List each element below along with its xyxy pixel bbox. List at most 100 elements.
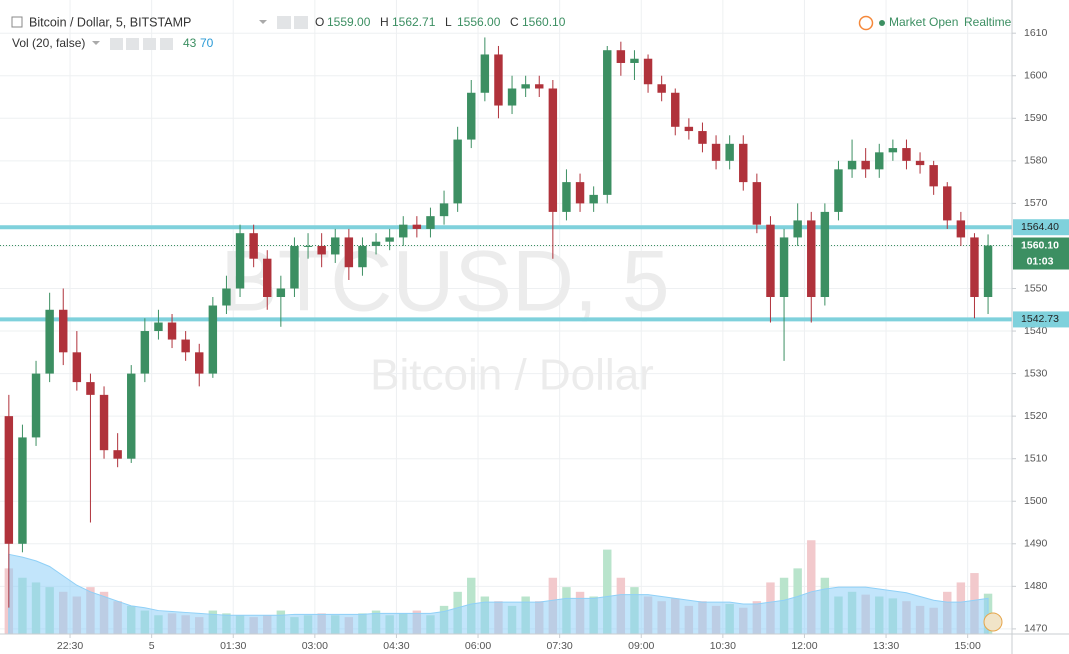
volume-legend-title[interactable]: Vol (20, false) (12, 36, 85, 50)
ohlc-value: 1560.10 (522, 15, 566, 29)
x-tick-label: 5 (149, 640, 155, 652)
candle-body (399, 224, 408, 238)
y-tick-label: 1480 (1024, 580, 1048, 592)
volume-bar (603, 549, 612, 634)
candle-body (412, 224, 422, 229)
candle-body (616, 50, 626, 63)
candle-body (630, 58, 639, 63)
alert-icon[interactable] (858, 15, 874, 31)
y-tick-label: 1520 (1024, 410, 1048, 422)
candle-body (603, 50, 612, 195)
candle-body (711, 143, 721, 161)
level-label: 1542.73 (1021, 313, 1059, 325)
y-tick-label: 1540 (1024, 325, 1048, 337)
x-tick-label: 12:00 (791, 640, 817, 652)
settings-icon[interactable] (277, 16, 291, 29)
candle-body (344, 237, 354, 268)
candle-body (18, 437, 27, 544)
dropdown-icon[interactable] (92, 41, 100, 45)
status-dot (879, 20, 885, 26)
candle-body (249, 233, 258, 259)
ohlc-value: 1556.00 (457, 15, 501, 29)
candle-body (439, 203, 449, 217)
settings-icon[interactable] (110, 38, 123, 50)
y-tick-label: 1570 (1024, 197, 1048, 209)
candle-body (875, 152, 884, 170)
y-tick-label: 1510 (1024, 452, 1048, 464)
candle-body (548, 88, 558, 212)
candle-body (181, 339, 190, 353)
watermark-description: Bitcoin / Dollar (370, 351, 654, 400)
ohlc-value: 1562.71 (392, 15, 436, 29)
candle-body (507, 88, 517, 106)
ohlc-key: H (380, 15, 389, 29)
candle-body (195, 352, 204, 374)
candle-body (317, 245, 326, 255)
candle-body (99, 394, 109, 451)
last-price-label: 1560.10 (1021, 239, 1059, 251)
candle-body (140, 331, 150, 374)
dropdown-icon[interactable] (259, 20, 267, 24)
candle-body (929, 165, 938, 187)
candle-body (154, 322, 163, 332)
collapse-icon[interactable] (11, 16, 23, 28)
candle-body (358, 245, 367, 268)
x-tick-label: 13:30 (873, 640, 899, 652)
ohlc-legend: O 1559.00 H 1562.71 L 1556.00 C 1560.10 (315, 15, 566, 29)
volume-ma-value: 70 (200, 36, 214, 50)
last-price-bg (1013, 237, 1069, 270)
candle-body (276, 288, 286, 298)
candle-body (480, 54, 490, 93)
candle-body (643, 58, 653, 85)
candle-body (847, 160, 857, 170)
candle-body (263, 258, 272, 298)
y-tick-label: 1500 (1024, 495, 1048, 507)
settings-icon[interactable] (160, 38, 173, 50)
x-tick-label: 09:00 (628, 640, 654, 652)
candle-body (45, 309, 54, 374)
candle-body (589, 194, 598, 204)
x-tick-label: 01:30 (220, 640, 246, 652)
candle-body (303, 245, 313, 247)
settings-icon[interactable] (126, 38, 139, 50)
candle-body (31, 373, 41, 438)
candle-body (222, 288, 231, 306)
candle-body (888, 148, 898, 153)
ohlc-value: 1559.00 (327, 15, 371, 29)
candle-body (453, 139, 462, 204)
y-tick-label: 1610 (1024, 27, 1048, 39)
candle-body (766, 224, 775, 298)
settings-icon[interactable] (294, 16, 308, 29)
levels (0, 225, 1012, 322)
symbol-title[interactable]: Bitcoin / Dollar, 5, BITSTAMP (29, 15, 191, 29)
candle-body (657, 84, 666, 93)
candle-body (127, 373, 136, 459)
candle-body (331, 237, 340, 255)
x-tick-label: 22:30 (57, 640, 83, 652)
candle-body (562, 182, 571, 212)
candle-body (820, 211, 830, 298)
candle-body (684, 126, 694, 132)
y-tick-label: 1600 (1024, 70, 1048, 82)
candle-body (807, 220, 816, 298)
volume-value: 43 (183, 36, 197, 50)
x-tick-label: 15:00 (955, 640, 981, 652)
candle-body (235, 233, 245, 289)
candle-body (521, 84, 530, 89)
candle-body (752, 182, 762, 225)
level-label-bg (1013, 311, 1069, 328)
candle-body (426, 216, 435, 229)
candle-body (725, 143, 734, 161)
watermark-symbol: BTCUSD, 5 (220, 234, 669, 330)
y-tick-label: 1550 (1024, 282, 1048, 294)
ohlc-key: L (445, 15, 452, 29)
settings-icon[interactable] (143, 38, 156, 50)
candle-body (371, 241, 381, 246)
ohlc-key: O (315, 15, 324, 29)
level-label-bg (1013, 219, 1069, 236)
candle-body (467, 92, 476, 140)
candle-body (902, 148, 911, 161)
flag-icon[interactable] (983, 612, 1003, 632)
